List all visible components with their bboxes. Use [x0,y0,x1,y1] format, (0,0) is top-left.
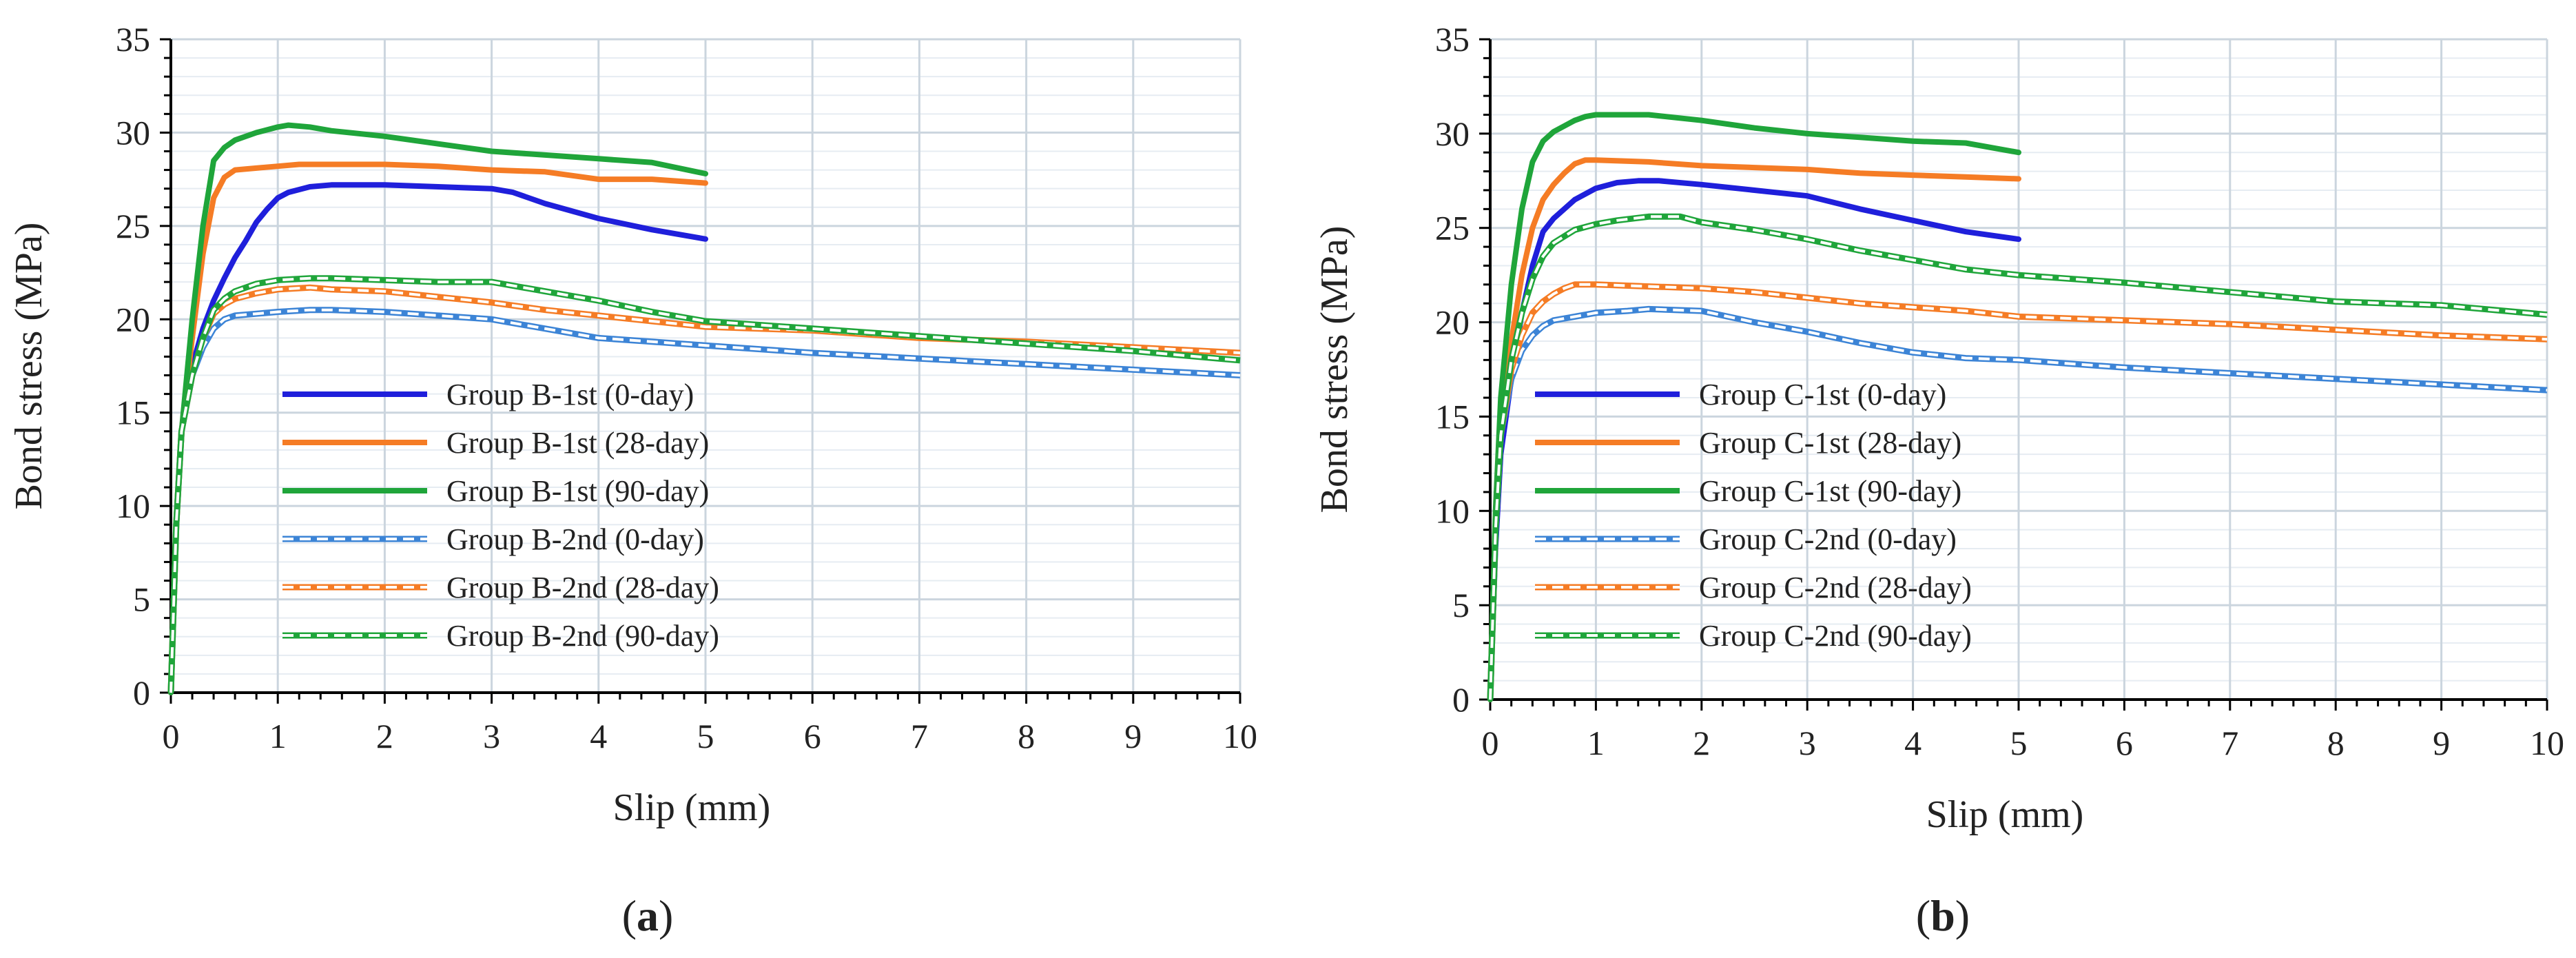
panel-label: (a) [622,891,674,940]
x-tick-label: 8 [1018,717,1035,755]
x-tick-label: 7 [2221,724,2238,762]
series-line-1 [1487,157,2021,702]
x-axis-title: Slip (mm) [613,786,771,829]
y-tick-label: 30 [1435,114,1470,153]
x-tick-label: 4 [1904,724,1921,762]
legend-label: Group C-2nd (28-day) [1699,571,1972,604]
x-tick-label: 7 [911,717,928,755]
x-axis-title: Slip (mm) [1926,793,2084,836]
panel-label: (b) [1916,891,1970,940]
y-tick-label: 5 [133,580,150,619]
legend-label: Group C-1st (28-day) [1699,426,1961,460]
y-tick-label: 25 [1435,209,1470,247]
x-tick-label: 6 [2116,724,2133,762]
y-axis-title: Bond stress (MPa) [8,223,50,510]
series-line-5 [169,276,1241,693]
y-tick-label: 5 [1452,586,1470,624]
y-tick-label: 35 [1435,20,1470,59]
legend-label: Group B-2nd (90-day) [446,619,719,653]
x-tick-label: 5 [697,717,714,755]
x-tick-label: 9 [1124,717,1142,755]
legend-label: Group C-2nd (0-day) [1699,522,1957,556]
y-tick-label: 35 [116,20,150,59]
x-tick-label: 8 [2327,724,2345,762]
x-tick-label: 0 [1482,724,1499,762]
legend-label: Group C-1st (90-day) [1699,474,1961,508]
x-tick-label: 2 [1693,724,1710,762]
y-tick-label: 0 [1452,680,1470,719]
y-tick-label: 25 [116,207,150,245]
x-tick-label: 9 [2433,724,2450,762]
legend-label: Group B-1st (28-day) [446,426,709,460]
legend-label: Group B-2nd (28-day) [446,571,719,604]
legend-label: Group C-2nd (90-day) [1699,619,1972,653]
x-tick-label: 3 [1799,724,1816,762]
y-tick-label: 20 [1435,303,1470,342]
series-line-2 [1487,112,2021,702]
x-tick-label: 6 [804,717,821,755]
series-line-5 [1489,215,2548,700]
x-tick-label: 0 [163,717,180,755]
chart-panel-a: 0 5 10 15 20 25 30 35 0 1 2 3 4 5 6 7 8 9 10 Slip (mm) Bond … [8,20,1257,940]
y-tick-label: 15 [1435,397,1470,436]
x-tick-label: 1 [1587,724,1605,762]
legend-label: Group C-1st (0-day) [1699,378,1946,411]
y-tick-label: 10 [116,487,150,525]
legend-label: Group B-1st (0-day) [446,378,694,411]
y-tick-label: 20 [116,300,150,338]
y-tick-label: 30 [116,113,150,152]
y-tick-label: 15 [116,394,150,432]
series-line-4 [1489,283,2548,700]
y-tick-label: 0 [133,673,150,712]
x-tick-label: 10 [1223,717,1257,755]
legend-label: Group B-1st (90-day) [446,474,709,508]
x-tick-label: 3 [483,717,500,755]
series-line-3 [169,308,1241,693]
series-line-2 [168,122,708,695]
series-line-3 [1489,307,2548,700]
x-tick-label: 4 [590,717,607,755]
y-tick-label: 10 [1435,491,1470,530]
y-axis-title: Bond stress (MPa) [1313,226,1356,513]
x-tick-label: 1 [269,717,287,755]
x-tick-label: 5 [2010,724,2028,762]
legend-label: Group B-2nd (0-day) [446,522,704,556]
chart-panel-b: 0 5 10 15 20 25 30 35 0 1 2 3 4 5 6 7 8 9 10 Slip (mm) Bond … [1313,20,2564,940]
x-tick-label: 10 [2530,724,2564,762]
x-tick-label: 2 [376,717,393,755]
